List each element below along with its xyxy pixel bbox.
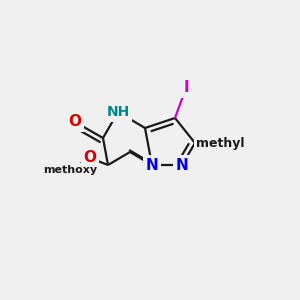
Text: N: N <box>176 158 188 172</box>
Text: O: O <box>68 115 82 130</box>
Text: O: O <box>83 151 97 166</box>
Text: N: N <box>146 158 158 172</box>
Text: NH: NH <box>106 105 130 119</box>
Text: I: I <box>183 80 189 95</box>
Text: methoxy: methoxy <box>43 165 97 175</box>
Text: methyl: methyl <box>196 136 244 149</box>
